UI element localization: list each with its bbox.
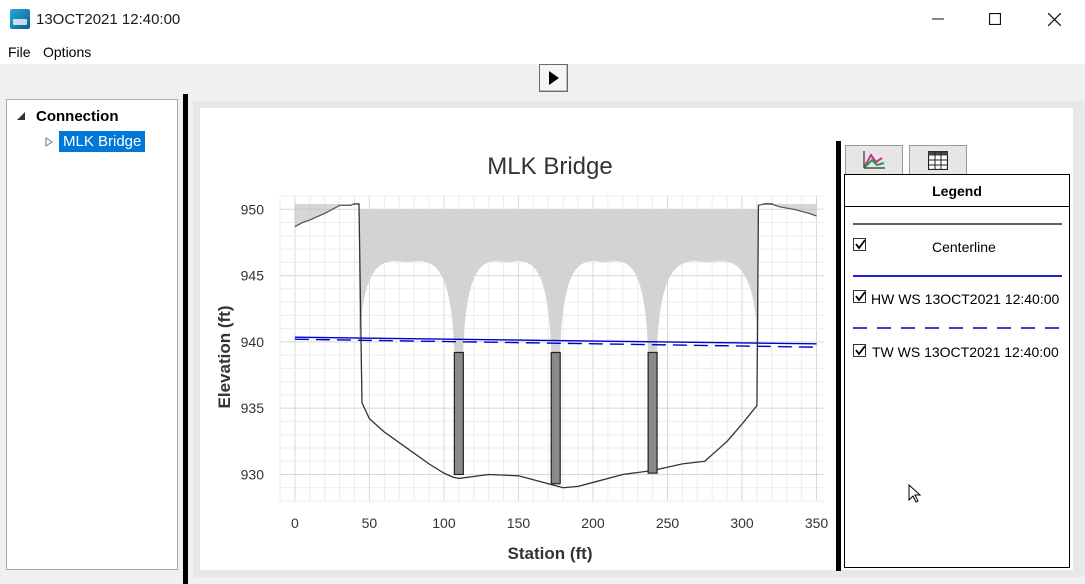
legend-panel: Legend Centerline HW WS 13OCT2021 12:40:…	[844, 174, 1070, 568]
menu-options[interactable]: Options	[43, 44, 92, 60]
ground-profile	[294, 203, 817, 489]
bridge-pier	[453, 351, 464, 476]
checkmark-icon	[855, 345, 866, 356]
legend-label-hw-ws: HW WS 13OCT2021 12:40:00	[871, 291, 1060, 307]
y-tick-label: 940	[241, 334, 265, 350]
maximize-button[interactable]	[966, 0, 1024, 38]
close-icon	[1047, 12, 1061, 26]
x-tick-label: 150	[507, 515, 531, 531]
minimize-button[interactable]	[909, 0, 967, 38]
legend-label-tw-ws: TW WS 13OCT2021 12:40:00	[872, 344, 1059, 360]
legend-item-centerline: Centerline	[853, 221, 1063, 267]
tab-table[interactable]	[909, 145, 967, 174]
legend-checkbox-tw-ws[interactable]	[853, 344, 866, 357]
tw-water-surface-line	[294, 338, 817, 348]
checkmark-icon	[855, 239, 866, 250]
legend-checkbox-centerline[interactable]	[853, 238, 866, 251]
legend-line-centerline	[853, 223, 1062, 225]
x-tick-label: 50	[362, 515, 378, 531]
legend-item-tw-ws: TW WS 13OCT2021 12:40:00	[853, 325, 1063, 371]
x-tick-label: 250	[656, 515, 680, 531]
chart-icon	[863, 151, 885, 169]
bridge-piers	[453, 351, 658, 485]
left-bank-fill	[294, 203, 359, 227]
mouse-cursor-icon	[908, 484, 922, 503]
table-icon	[928, 150, 948, 170]
tree-node-connection[interactable]: Connection	[17, 108, 119, 125]
checkmark-icon	[855, 291, 866, 302]
menu-file[interactable]: File	[8, 44, 31, 60]
cross-section-chart: 0 50 100 150 200 250 300 350 930 935 940 945 950 MLK…	[215, 153, 829, 563]
menu-bar: File Options	[0, 38, 1085, 64]
x-axis-label: Station (ft)	[508, 544, 593, 563]
tree-panel: Connection MLK Bridge	[6, 99, 178, 570]
play-icon	[548, 71, 559, 85]
minimize-icon	[932, 18, 944, 20]
legend-label-centerline: Centerline	[932, 239, 996, 255]
legend-line-hw-ws	[853, 275, 1062, 277]
maximize-icon	[989, 13, 1001, 25]
y-tick-label: 935	[241, 400, 265, 416]
x-tick-label: 300	[730, 515, 754, 531]
close-button[interactable]	[1025, 0, 1083, 38]
collapsed-triangle-icon[interactable]	[45, 136, 53, 147]
legend-line-tw-ws	[853, 327, 1062, 329]
chart-title: MLK Bridge	[487, 153, 612, 180]
x-tick-label: 0	[291, 515, 299, 531]
legend-header: Legend	[845, 175, 1069, 207]
bridge-deck-area	[358, 209, 759, 406]
y-tick-label: 945	[241, 268, 265, 284]
tree-node-mlk-bridge-label[interactable]: MLK Bridge	[59, 131, 146, 152]
water-surface-lines	[294, 336, 817, 348]
legend-splitter[interactable]	[836, 141, 841, 571]
toolbar	[0, 64, 1085, 94]
expanded-triangle-icon[interactable]	[17, 112, 26, 121]
right-bank-fill	[758, 203, 817, 216]
app-icon	[10, 9, 30, 29]
panel-splitter[interactable]	[183, 94, 188, 584]
bridge-pier	[550, 351, 561, 485]
y-tick-label: 930	[241, 466, 265, 482]
window-title: 13OCT2021 12:40:00	[36, 11, 181, 28]
tree-node-mlk-bridge[interactable]: MLK Bridge	[45, 131, 146, 152]
x-tick-label: 350	[805, 515, 829, 531]
hw-water-surface-line	[294, 336, 817, 345]
y-tick-label: 950	[241, 201, 265, 217]
title-bar: 13OCT2021 12:40:00	[0, 0, 1085, 38]
y-axis-label: Elevation (ft)	[215, 306, 234, 409]
bridge-pier	[647, 351, 658, 474]
tab-chart[interactable]	[845, 145, 903, 174]
tree-node-connection-label[interactable]: Connection	[36, 108, 119, 125]
bridge-deck-fill	[358, 209, 759, 406]
legend-checkbox-hw-ws[interactable]	[853, 290, 866, 303]
x-tick-label: 200	[581, 515, 605, 531]
axis-ticks: 0 50 100 150 200 250 300 350 930 935 940 945 950	[241, 201, 829, 531]
play-button[interactable]	[539, 64, 568, 92]
legend-item-hw-ws: HW WS 13OCT2021 12:40:00	[853, 273, 1063, 319]
x-tick-label: 100	[432, 515, 456, 531]
